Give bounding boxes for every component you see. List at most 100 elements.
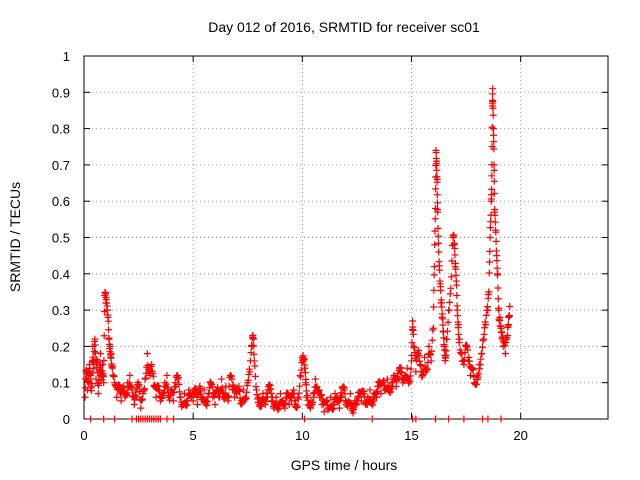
data-point [337, 389, 345, 397]
data-point [490, 177, 498, 185]
data-point [484, 415, 492, 423]
data-point [446, 290, 454, 298]
data-point [506, 302, 514, 310]
data-point [451, 244, 459, 252]
data-point [478, 343, 486, 351]
data-point [194, 400, 202, 408]
data-point [470, 373, 478, 381]
data-point [91, 349, 99, 357]
data-point [425, 342, 433, 350]
chart-title: Day 012 of 2016, SRMTID for receiver sc0… [208, 19, 480, 35]
data-point [100, 308, 108, 316]
x-tick-label: 5 [190, 428, 197, 443]
data-point [460, 356, 468, 364]
data-point [252, 383, 260, 391]
data-point [162, 380, 170, 388]
data-point [311, 375, 319, 383]
data-point [493, 264, 501, 272]
data-point [454, 324, 462, 332]
axis-ticks: 00.10.20.30.40.50.60.70.80.910 5 10 15 20 [52, 49, 608, 443]
data-point [460, 415, 468, 423]
data-point [439, 315, 447, 323]
data-point [251, 362, 259, 370]
data-point [489, 125, 497, 133]
data-point [147, 362, 155, 370]
data-point [113, 393, 121, 401]
data-points [81, 85, 514, 423]
data-point [301, 369, 309, 377]
data-point [97, 361, 105, 369]
data-point [331, 390, 339, 398]
data-point [492, 247, 500, 255]
data-point [126, 371, 134, 379]
data-point [149, 372, 157, 380]
data-point [377, 390, 385, 398]
data-point [251, 372, 259, 380]
data-point [296, 382, 304, 390]
data-point [432, 415, 440, 423]
data-point [427, 357, 435, 365]
data-point [468, 365, 476, 373]
data-point [497, 415, 505, 423]
data-point [176, 388, 184, 396]
data-point [293, 402, 301, 410]
data-point [457, 350, 465, 358]
data-point [409, 330, 417, 338]
y-tick-label: 1 [63, 49, 70, 64]
data-point [494, 284, 502, 292]
data-point [158, 394, 166, 402]
data-point [245, 365, 253, 373]
data-point [123, 389, 131, 397]
data-point [107, 354, 115, 362]
y-tick-label: 0.6 [52, 194, 70, 209]
data-point [363, 400, 371, 408]
data-point [341, 390, 349, 398]
data-point [434, 232, 442, 240]
data-point [430, 271, 438, 279]
data-point [452, 265, 460, 273]
data-point [438, 303, 446, 311]
data-point [145, 368, 153, 376]
data-point [434, 224, 442, 232]
data-point [114, 381, 122, 389]
data-point [469, 366, 477, 374]
data-point [430, 286, 438, 294]
data-point [208, 383, 216, 391]
data-point [236, 388, 244, 396]
data-point [488, 185, 496, 193]
data-point [320, 408, 328, 416]
data-point [440, 334, 448, 342]
data-point [108, 363, 116, 371]
data-point [435, 248, 443, 256]
data-point [491, 211, 499, 219]
data-point [99, 373, 107, 381]
data-point [317, 391, 325, 399]
data-point [315, 386, 323, 394]
data-point [503, 334, 511, 342]
data-point [421, 353, 429, 361]
data-point [427, 351, 435, 359]
data-point [497, 322, 505, 330]
data-point [291, 396, 299, 404]
data-point [453, 302, 461, 310]
data-point [435, 239, 443, 247]
data-point [485, 288, 493, 296]
data-point [170, 415, 178, 423]
data-point [372, 388, 380, 396]
data-point [416, 357, 424, 365]
y-tick-label: 0.9 [52, 85, 70, 100]
data-point [488, 172, 496, 180]
y-tick-label: 0.3 [52, 303, 70, 318]
data-point [432, 162, 440, 170]
data-point [486, 258, 494, 266]
data-point [443, 335, 451, 343]
data-point [490, 166, 498, 174]
data-point [302, 381, 310, 389]
data-point [472, 380, 480, 388]
y-tick-label: 0.5 [52, 231, 70, 246]
data-point [94, 390, 102, 398]
data-point [423, 366, 431, 374]
data-point [143, 350, 151, 358]
data-point [234, 387, 242, 395]
data-point [433, 199, 441, 207]
